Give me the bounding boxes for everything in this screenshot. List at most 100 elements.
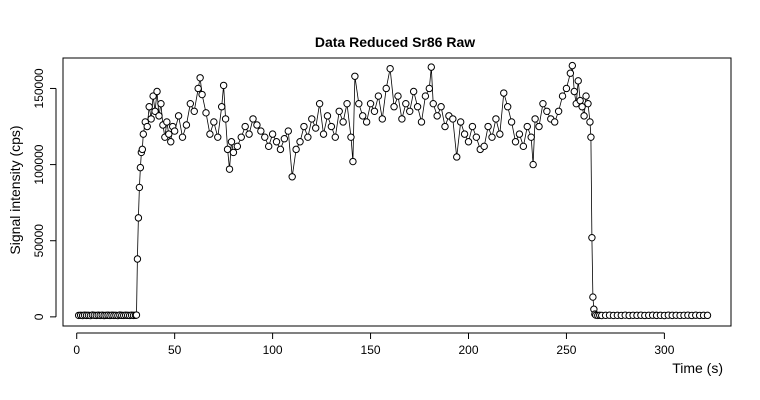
- data-point: [133, 255, 142, 263]
- data-point: [421, 92, 430, 100]
- data-point: [190, 107, 198, 115]
- data-point: [460, 130, 469, 138]
- data-point: [210, 118, 218, 126]
- data-point: [580, 112, 588, 120]
- data-point: [472, 133, 481, 141]
- data-point: [588, 233, 596, 242]
- data-point: [394, 92, 402, 100]
- data-point: [288, 173, 296, 181]
- data-point: [174, 112, 183, 120]
- data-point: [261, 133, 269, 141]
- data-point: [139, 130, 148, 138]
- data-point: [492, 115, 500, 123]
- data-point: [586, 118, 594, 126]
- data-point: [163, 118, 171, 126]
- data-point: [335, 107, 343, 115]
- x-axis: 0 50 100 150 200 250 300: [73, 332, 675, 357]
- data-point: [186, 99, 195, 108]
- data-point: [170, 127, 179, 135]
- data-point: [362, 118, 371, 126]
- x-tick-label: 100: [263, 343, 283, 357]
- data-point: [484, 122, 492, 131]
- y-tick-label: 150000: [32, 68, 46, 108]
- data-point: [268, 130, 277, 138]
- data-point: [327, 122, 336, 131]
- data-point: [241, 122, 249, 131]
- data-point: [165, 130, 173, 138]
- data-point: [398, 115, 406, 123]
- y-tick-label: 50000: [32, 224, 46, 258]
- x-tick-label: 50: [168, 343, 182, 357]
- data-point: [206, 130, 214, 138]
- data-point: [437, 103, 445, 111]
- y-tick-label: 100000: [32, 144, 46, 184]
- data-point: [359, 112, 367, 120]
- data-point: [284, 127, 292, 135]
- data-point: [347, 133, 355, 141]
- data-point: [576, 96, 584, 105]
- data-point: [202, 109, 210, 117]
- y-axis-label: Signal intensity (cps): [7, 125, 23, 254]
- data-point: [253, 121, 261, 129]
- data-point: [132, 311, 141, 319]
- x-tick-label: 300: [654, 343, 674, 357]
- data-point: [151, 107, 159, 115]
- data-point: [500, 89, 508, 97]
- data-point: [221, 115, 230, 123]
- data-point: [427, 63, 435, 71]
- data-point: [456, 118, 465, 126]
- data-point: [153, 87, 161, 96]
- data-point: [568, 61, 577, 70]
- data-point: [587, 133, 595, 141]
- data-point: [138, 145, 147, 154]
- data-point: [227, 138, 236, 146]
- data-point: [143, 122, 151, 131]
- data-point: [515, 130, 524, 138]
- data-point: [523, 122, 531, 131]
- data-point: [149, 92, 157, 100]
- data-point: [511, 138, 520, 146]
- data-point: [312, 124, 320, 132]
- data-point: [578, 103, 586, 111]
- data-point: [570, 87, 578, 96]
- data-point: [217, 103, 226, 111]
- data-point: [300, 122, 308, 131]
- data-point: [550, 118, 559, 126]
- data-point: [219, 81, 228, 90]
- x-tick-label: 0: [73, 343, 80, 357]
- data-point: [449, 115, 457, 123]
- data-point: [488, 133, 496, 141]
- data-point: [382, 84, 390, 93]
- plot-frame: [62, 57, 732, 327]
- data-point: [535, 122, 543, 131]
- data-point: [136, 163, 145, 172]
- data-point: [178, 133, 187, 141]
- data-point: [496, 130, 504, 138]
- data-point: [351, 72, 359, 80]
- data-point: [292, 145, 300, 154]
- data-point: [167, 138, 175, 146]
- data-point: [409, 87, 418, 96]
- data-point: [308, 115, 316, 123]
- data-point: [386, 64, 394, 73]
- data-point: [703, 311, 712, 320]
- data-point: [257, 127, 265, 135]
- data-point: [280, 135, 289, 143]
- data-point: [214, 133, 222, 141]
- data-point: [196, 74, 204, 82]
- data-point: [453, 153, 461, 161]
- data-point: [503, 103, 512, 111]
- chart-title: Data Reduced Sr86 Raw: [315, 34, 475, 50]
- data-point: [145, 103, 153, 111]
- data-point: [157, 99, 165, 108]
- data-point: [527, 133, 535, 141]
- data-point: [529, 160, 537, 169]
- data-point: [378, 115, 387, 123]
- data-point: [264, 142, 273, 151]
- data-point: [468, 122, 477, 131]
- y-tick-label: 0: [32, 313, 46, 320]
- data-point: [531, 115, 539, 123]
- data-point: [237, 133, 245, 141]
- data-point: [323, 112, 332, 120]
- data-point: [147, 115, 155, 123]
